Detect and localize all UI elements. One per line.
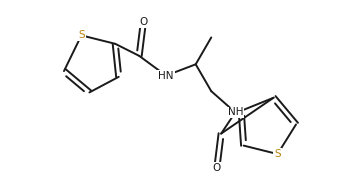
Text: NH: NH — [228, 107, 243, 117]
Text: HN: HN — [158, 71, 174, 81]
Text: S: S — [274, 149, 281, 159]
Text: O: O — [213, 162, 221, 173]
Text: O: O — [139, 17, 148, 27]
Text: S: S — [78, 30, 85, 40]
